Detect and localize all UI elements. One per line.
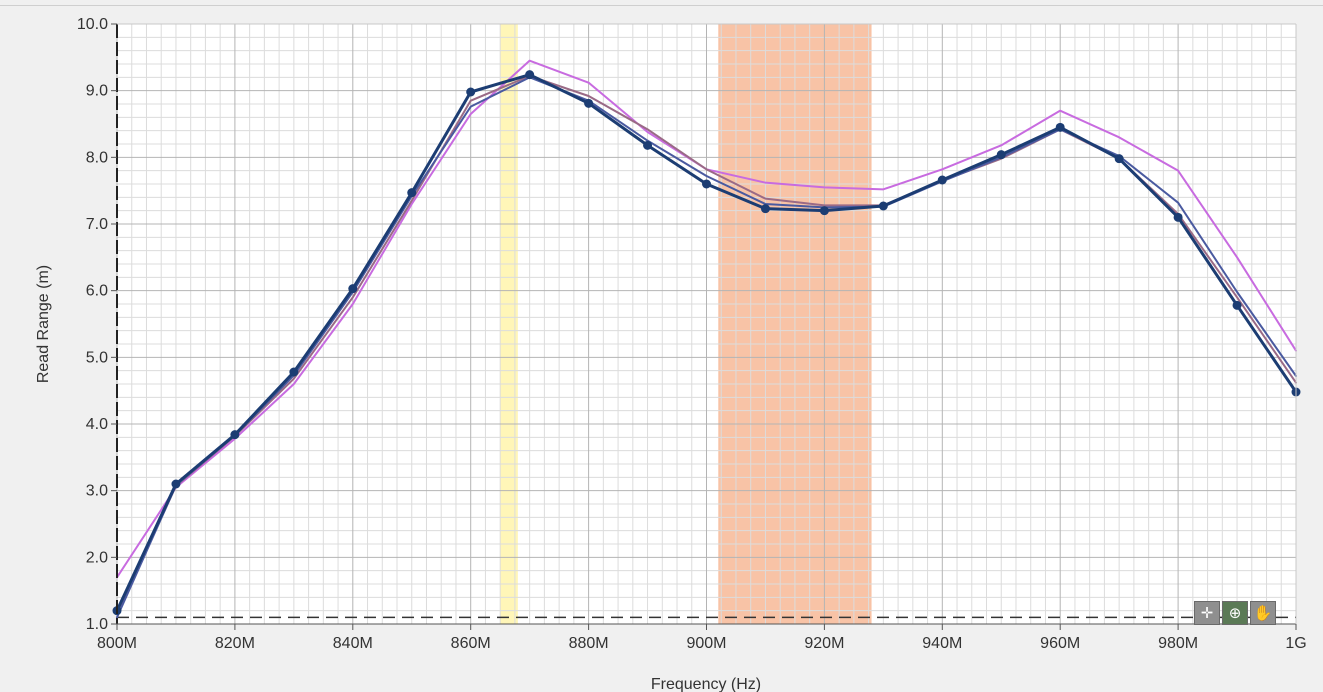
- data-point: [878, 201, 888, 211]
- graph-palette: ✛ ⊕ ✋: [1194, 601, 1276, 627]
- x-tick-label: 940M: [922, 635, 962, 652]
- data-point: [819, 206, 829, 216]
- y-tick-label: 6.0: [86, 283, 108, 300]
- x-tick-label: 920M: [804, 635, 844, 652]
- data-point: [584, 98, 594, 108]
- x-axis-label: Frequency (Hz): [651, 676, 761, 692]
- data-point: [643, 140, 653, 150]
- y-axis-label: Read Range (m): [35, 265, 52, 383]
- x-tick-label: 980M: [1158, 635, 1198, 652]
- data-point: [996, 150, 1006, 160]
- data-point: [760, 204, 770, 214]
- x-tick-label: 800M: [97, 635, 137, 652]
- pan-icon[interactable]: ✋: [1250, 601, 1276, 625]
- y-tick-label: 4.0: [86, 416, 108, 433]
- x-tick-label: 820M: [215, 635, 255, 652]
- data-point: [1232, 300, 1242, 310]
- data-point: [407, 188, 417, 198]
- y-tick-label: 3.0: [86, 483, 108, 500]
- data-point: [348, 284, 358, 294]
- x-tick-label: 880M: [569, 635, 609, 652]
- data-point: [525, 70, 535, 80]
- data-point: [937, 175, 947, 185]
- y-tick-label: 10.0: [77, 16, 108, 33]
- data-point: [171, 479, 181, 489]
- data-point: [1055, 122, 1065, 132]
- data-point: [702, 179, 711, 189]
- highlight-band-1: [500, 24, 518, 624]
- zoom-icon[interactable]: ⊕: [1222, 601, 1248, 625]
- y-tick-label: 2.0: [86, 549, 108, 566]
- y-tick-label: 1.0: [86, 616, 108, 633]
- x-tick-label: 900M: [686, 635, 726, 652]
- y-tick-labels: 1.0 2.0 3.0 4.0 5.0 6.0 7.0 8.0 9.0 10.0: [77, 16, 117, 633]
- x-tick-label: 1G: [1285, 635, 1306, 652]
- y-tick-label: 9.0: [86, 83, 108, 100]
- data-point: [230, 430, 240, 440]
- y-tick-label: 7.0: [86, 216, 108, 233]
- series-lines: [112, 59, 1301, 619]
- x-tick-label: 960M: [1040, 635, 1080, 652]
- data-point: [466, 87, 476, 97]
- data-point: [289, 367, 299, 377]
- x-tick-label: 840M: [333, 635, 373, 652]
- y-tick-label: 8.0: [86, 149, 108, 166]
- x-tick-labels: 800M 820M 840M 860M 880M 900M 920M 940M 960M 980M…: [97, 624, 1307, 652]
- y-tick-label: 5.0: [86, 349, 108, 366]
- x-tick-label: 860M: [451, 635, 491, 652]
- crosshair-icon[interactable]: ✛: [1194, 601, 1220, 625]
- data-point: [1173, 212, 1183, 222]
- data-point: [1114, 154, 1124, 164]
